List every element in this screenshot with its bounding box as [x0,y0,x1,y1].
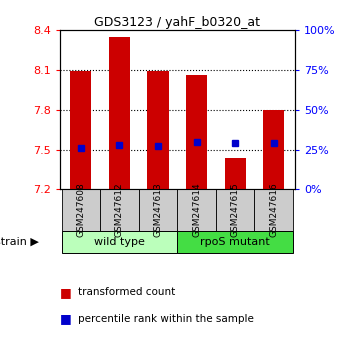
Bar [177,189,216,231]
Bar [62,231,177,253]
Bar [139,189,177,231]
Bar [70,70,91,189]
Text: transformed count: transformed count [78,287,176,297]
Bar [263,110,284,189]
Text: GSM247613: GSM247613 [153,183,163,238]
Bar [109,37,130,189]
Bar [216,189,254,231]
Text: GSM247614: GSM247614 [192,183,201,238]
Text: strain ▶: strain ▶ [0,237,39,247]
Bar [147,71,169,189]
Text: GSM247612: GSM247612 [115,183,124,238]
Bar [225,158,246,189]
Text: wild type: wild type [94,237,145,247]
Bar [177,231,293,253]
Bar [254,189,293,231]
Text: GSM247608: GSM247608 [76,183,85,238]
Text: ■: ■ [60,312,71,325]
Text: GSM247615: GSM247615 [231,183,240,238]
Text: ■: ■ [60,286,71,298]
Text: GSM247616: GSM247616 [269,183,278,238]
Text: rpoS mutant: rpoS mutant [200,237,270,247]
Bar [186,75,207,189]
Title: GDS3123 / yahF_b0320_at: GDS3123 / yahF_b0320_at [94,16,260,29]
Bar [100,189,139,231]
Bar [62,189,100,231]
Text: percentile rank within the sample: percentile rank within the sample [78,314,254,324]
